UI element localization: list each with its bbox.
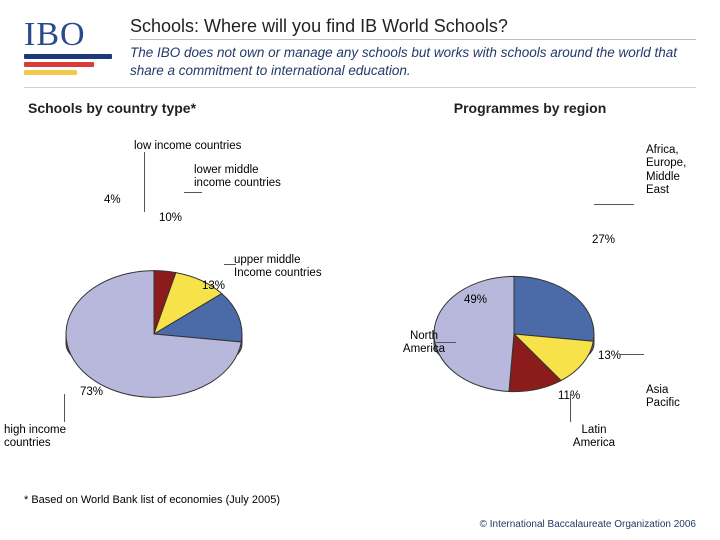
charts-row: Schools by country type* low income coun… (24, 94, 696, 464)
slide: IBO Schools: Where will you find IB Worl… (0, 0, 720, 540)
pie-chart-region (364, 124, 598, 428)
pct-13: 13% (202, 280, 225, 293)
pct-4: 4% (104, 194, 121, 207)
label-asia-pacific: AsiaPacific (646, 384, 706, 410)
logo-letters: IBO (24, 16, 112, 54)
leader-line (434, 342, 456, 343)
label-high-income: high incomecountries (4, 424, 84, 450)
leader-line (224, 264, 236, 265)
footnote: * Based on World Bank list of economies … (24, 494, 280, 506)
pct-13: 13% (598, 350, 621, 363)
header: IBO Schools: Where will you find IB Worl… (24, 16, 696, 88)
left-column: Schools by country type* low income coun… (24, 94, 356, 464)
label-low-income: low income countries (134, 140, 241, 153)
leader-line (594, 204, 634, 205)
logo-bars-icon (24, 54, 112, 78)
leader-line (570, 394, 571, 422)
pie-slice (514, 276, 594, 341)
pct-10: 10% (159, 212, 182, 225)
label-lower-middle: lower middleincome countries (194, 164, 294, 190)
label-latin-america: LatinAmerica (564, 424, 624, 450)
leader-line (64, 394, 65, 422)
header-text: Schools: Where will you find IB World Sc… (130, 16, 696, 79)
page-subtitle: The IBO does not own or manage any schoo… (130, 44, 696, 79)
copyright: © International Baccalaureate Organizati… (480, 519, 696, 530)
ibo-logo: IBO (24, 16, 112, 76)
pct-73: 73% (80, 386, 103, 399)
right-column: Programmes by region Africa,Europe,Middl… (364, 94, 696, 464)
left-chart-title: Schools by country type* (28, 100, 356, 116)
right-chart-title: Programmes by region (364, 100, 696, 116)
label-upper-middle: upper middleIncome countries (234, 254, 334, 280)
leader-line (620, 354, 644, 355)
leader-line (144, 152, 145, 212)
page-title: Schools: Where will you find IB World Sc… (130, 16, 696, 40)
leader-line (184, 192, 202, 193)
pct-27: 27% (592, 234, 615, 247)
label-africa-eur: Africa,Europe,MiddleEast (646, 144, 706, 197)
pct-49: 49% (464, 294, 487, 307)
label-north-america: NorthAmerica (394, 330, 454, 356)
